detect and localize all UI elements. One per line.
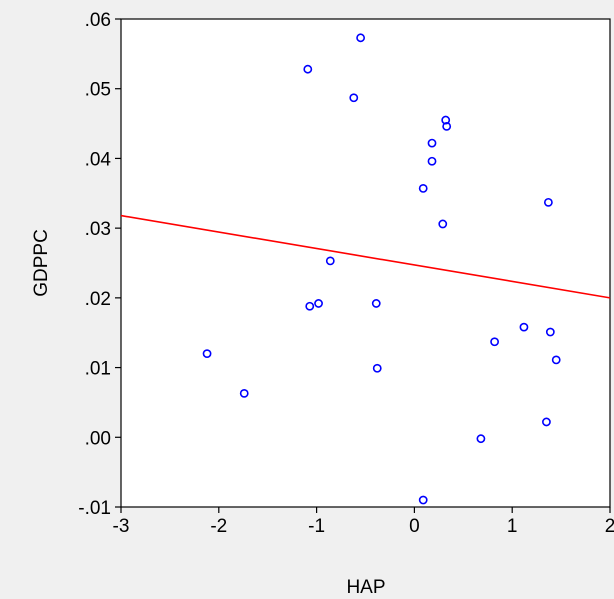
x-tick-label: -2 xyxy=(210,516,227,537)
scatter-point xyxy=(543,197,553,207)
y-tick-label: -.01 xyxy=(78,498,111,519)
y-tick-label: .01 xyxy=(85,359,111,380)
y-tick-label: .00 xyxy=(85,428,111,449)
scatter-point xyxy=(427,156,437,166)
scatter-point xyxy=(519,322,529,332)
scatter-point xyxy=(349,93,359,103)
scatter-point xyxy=(356,33,366,43)
scatter-point xyxy=(438,219,448,229)
regression-line xyxy=(120,214,611,299)
x-axis: -3 -2 -1 0 1 2 xyxy=(113,507,614,537)
scatter-point xyxy=(305,301,315,311)
scatter-point xyxy=(202,349,212,359)
x-axis-label: HAP xyxy=(346,577,385,598)
scatter-point xyxy=(371,299,381,308)
x-tick-label: -1 xyxy=(308,516,325,537)
scatter-point xyxy=(303,64,313,74)
x-tick-label: -3 xyxy=(113,516,130,537)
scatter-point xyxy=(418,184,428,193)
scatter-point xyxy=(542,417,551,427)
y-tick-label: .03 xyxy=(85,219,111,240)
x-tick-label: 1 xyxy=(507,516,518,537)
scatter-point xyxy=(239,388,249,398)
y-tick-label: .06 xyxy=(85,10,111,31)
scatter-point xyxy=(490,337,499,347)
scatter-point xyxy=(551,355,561,365)
y-axis-label: GDPPC xyxy=(31,229,52,297)
x-tick-label: 0 xyxy=(409,516,420,537)
x-tick-label: 2 xyxy=(605,516,614,537)
scatter-point xyxy=(476,434,486,444)
scatter-point xyxy=(442,121,452,131)
y-axis: -.01 .00 .01 .02 .03 .04 .05 .06 xyxy=(78,10,121,519)
scatter-point xyxy=(545,327,555,337)
data-points xyxy=(202,33,561,505)
scatter-point xyxy=(325,256,335,266)
scatter-point xyxy=(418,495,428,505)
y-tick-label: .04 xyxy=(85,149,112,170)
scatter-point xyxy=(441,115,451,125)
scatter-point xyxy=(427,138,437,148)
y-tick-label: .05 xyxy=(85,80,111,101)
y-tick-label: .02 xyxy=(85,289,111,310)
scatter-point xyxy=(314,299,323,308)
plot-area xyxy=(120,18,611,508)
fit-line-layer xyxy=(120,214,611,299)
scatter-point xyxy=(372,363,382,373)
